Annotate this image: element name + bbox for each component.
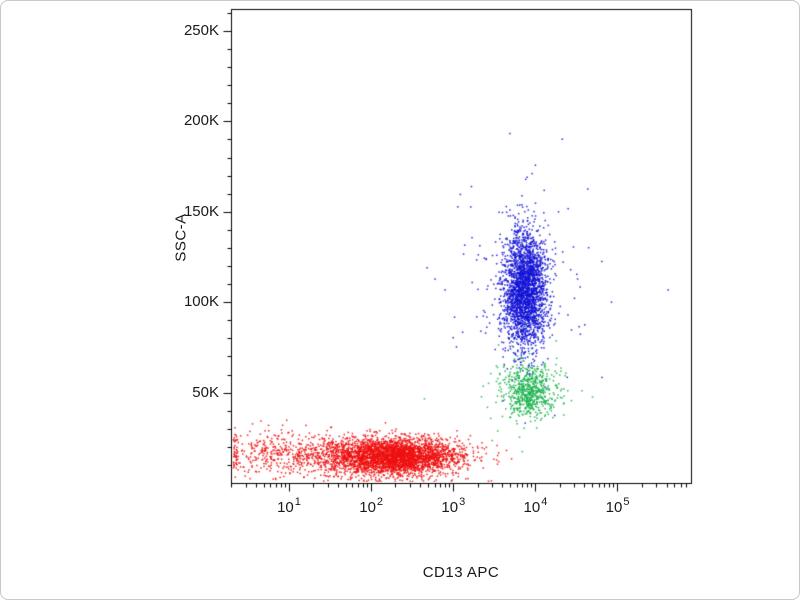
x-axis-tick-label: 101 <box>277 496 301 516</box>
x-axis-tick-label: 104 <box>523 496 548 516</box>
x-axis-tick-label: 103 <box>441 496 466 516</box>
x-axis-tick-label: 102 <box>359 496 384 516</box>
y-axis-tick-label: 50K <box>192 383 219 401</box>
y-axis-label: SSC-A <box>172 213 190 262</box>
y-axis-tick-label: 100K <box>183 293 219 311</box>
y-axis-tick-label: 150K <box>183 202 219 220</box>
y-axis-tick-label: 200K <box>183 112 219 130</box>
x-axis-label: CD13 APC <box>422 564 500 581</box>
x-axis-tick-label: 105 <box>605 496 630 516</box>
y-axis-tick-label: 250K <box>183 21 219 39</box>
